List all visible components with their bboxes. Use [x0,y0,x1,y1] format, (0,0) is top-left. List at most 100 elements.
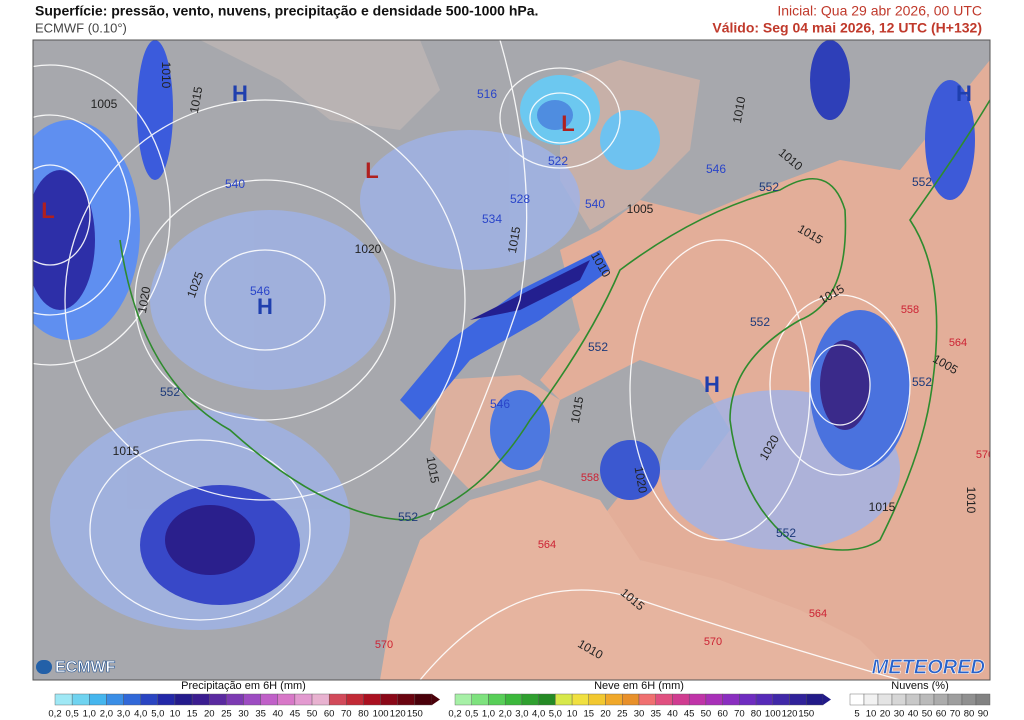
legend-swatch [538,693,556,706]
legend-tick: 1,0 [482,709,495,720]
line-552 [119,99,990,551]
warm-thickness-label: 570 [704,636,722,648]
line-552-label: 552 [912,375,932,389]
logo-left: ECMWF [36,659,116,677]
pressure-center: H [704,372,720,397]
pressure-center: L [41,198,54,223]
legend-swatch [588,693,606,706]
legend-tick: 70 [341,709,352,720]
logo-meteored: METEORED [872,656,985,678]
legend-swatch [71,693,90,706]
legend-tick: 30 [634,709,645,720]
warm-thickness-label: 564 [809,608,827,620]
legend-swatch [975,693,991,706]
legend-tick: 120 [782,709,798,720]
legend-swatch [605,693,623,706]
logo-ecmwf: ECMWF [55,659,116,676]
legend-swatch [877,693,893,706]
legend-tick: 150 [407,709,423,720]
legend-tick: 3,0 [117,709,130,720]
legend-tick: 4,0 [532,709,545,720]
legend-tick: 5,0 [549,709,562,720]
legend-swatch [504,693,523,706]
pressure-center: L [365,158,378,183]
legend-swatch [521,693,539,706]
legend-tick: 5,0 [151,709,164,720]
warm-thickness-label: 558 [901,304,919,316]
legend-swatch [919,693,935,706]
thickness-label: 522 [548,154,568,168]
legend-tick: 70 [950,709,961,720]
line-552-label: 552 [160,385,180,399]
legend-tick: 10 [866,709,877,720]
isobar-label: 1015 [424,455,442,484]
legend-tick: 0,2 [48,709,61,720]
isobar-label: 1015 [113,444,140,458]
legend-tick: 90 [978,709,989,720]
isobar-label: 1020 [135,285,153,314]
legend-tick: 0,5 [465,709,478,720]
legend-tick: 35 [255,709,266,720]
line-552-label: 552 [776,526,796,540]
pressure-center: H [232,81,248,106]
legend-swatch [863,693,879,706]
legend-swatch [294,693,313,706]
legend-swatch [755,693,774,706]
legend-swatch [454,693,472,706]
legend-tick: 10 [567,709,578,720]
legend-swatch [722,693,740,706]
valid-time: Válido: Seg 04 mai 2026, 12 UTC (H+132) [712,20,982,36]
legend-swatch [705,693,723,706]
legend-swatch [397,693,416,706]
legend-swatch [789,693,807,706]
legend-tick: 0,2 [448,709,461,720]
legend-tick: 10 [170,709,181,720]
legend-swatch [363,693,381,706]
legend-swatch [961,693,977,706]
legend-tick: 35 [650,709,661,720]
isobar-label: 1020 [632,465,650,494]
legend-swatch [905,693,921,706]
legend-swatch [346,693,364,706]
line-552-label: 552 [759,180,779,194]
legend-swatch [488,693,506,706]
legend-tick: 150 [798,709,814,720]
isobar-label: 1015 [505,225,523,254]
legend-tick: 80 [964,709,975,720]
thickness-label: 540 [585,197,605,211]
greenland [200,40,440,130]
legend-tick: 60 [717,709,728,720]
isobar-label: 1005 [627,202,654,216]
pressure-center: H [257,294,273,319]
thickness-label: 540 [225,177,245,191]
legend-tick: 2,0 [100,709,113,720]
legend-title: Precipitação em 6H (mm) [181,680,306,692]
legend-tick: 40 [667,709,678,720]
legend-arrow [823,694,831,705]
thickness-label: 534 [482,212,502,226]
legend-swatch [933,693,949,706]
legend-tick: 25 [617,709,628,720]
precipitation [33,40,975,605]
legends: Precipitação em 6H (mm) 0,2 0,5 1,0 2,0 3,0 4,… [48,680,991,720]
legend-swatch [89,693,107,706]
legend-swatch [622,693,640,706]
africa-land [380,480,900,680]
legend-tick: 120 [390,709,406,720]
line-552-label: 552 [750,315,770,329]
pressure-center: H [956,81,972,106]
model: ECMWF (0.10°) [35,20,127,35]
legend-tick: 1,0 [83,709,96,720]
isobar-label: 1010 [159,62,173,89]
legend-tick: 15 [187,709,198,720]
thickness-label: 546 [250,284,270,298]
legend-swatch [277,693,296,706]
isobar-label: 1015 [187,85,205,114]
warm-thickness-label: 570 [976,449,994,461]
warm-thickness-label: 564 [538,539,556,551]
pressure-center: L [561,111,574,136]
legend-tick: 20 [204,709,215,720]
legend-swatch [311,693,330,706]
